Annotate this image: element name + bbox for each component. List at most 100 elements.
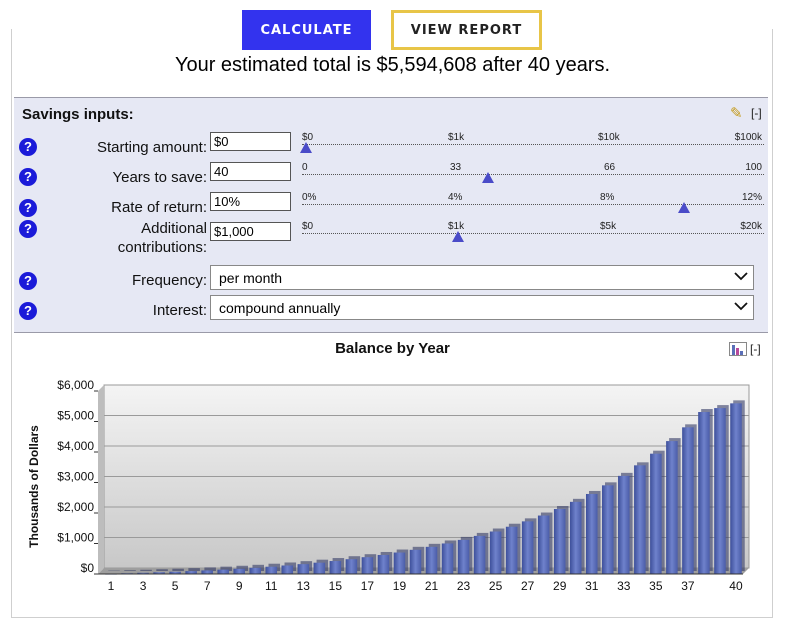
inputs-collapse-toggle[interactable]: [-] xyxy=(751,106,762,120)
frequency-selected-value: per month xyxy=(219,270,283,286)
slider-thumb[interactable] xyxy=(300,142,312,153)
bar xyxy=(666,441,678,574)
bar xyxy=(441,543,454,574)
additional-contributions-input[interactable]: $1,000 xyxy=(210,222,291,241)
additional-contributions-label-line2: contributions: xyxy=(117,239,207,256)
bar xyxy=(233,568,245,574)
starting-amount-input[interactable]: $0 xyxy=(210,132,291,151)
pencil-icon[interactable]: ✎ xyxy=(730,105,743,122)
help-icon-frequency[interactable]: ? xyxy=(19,272,37,290)
rate-of-return-label: Rate of return: xyxy=(111,199,207,216)
bar xyxy=(634,465,646,574)
bar xyxy=(249,567,262,574)
bar xyxy=(185,571,197,574)
bar-shadow xyxy=(172,568,184,571)
x-tick-label: 27 xyxy=(521,579,535,593)
help-icon-rate-of-return[interactable]: ? xyxy=(19,199,37,217)
rate-of-return-slider[interactable]: 0% 4% 8% 12% xyxy=(302,192,764,213)
bar xyxy=(521,521,534,574)
bar xyxy=(505,526,518,574)
slider-tick: $0 xyxy=(302,221,314,232)
x-tick-label: 5 xyxy=(172,579,179,593)
bar xyxy=(537,515,550,574)
bar xyxy=(265,566,278,574)
help-icon-starting-amount[interactable]: ? xyxy=(19,138,37,156)
bar xyxy=(297,564,310,574)
bar xyxy=(553,509,566,574)
x-tick-label: 21 xyxy=(425,579,439,593)
bar-shadow xyxy=(140,569,152,571)
bar xyxy=(169,571,181,574)
bar xyxy=(585,493,598,574)
bar xyxy=(361,557,374,574)
slider-thumb[interactable] xyxy=(678,202,690,213)
interest-selected-value: compound annually xyxy=(219,300,341,316)
bar-shadow xyxy=(204,567,216,571)
additional-contributions-slider[interactable]: $0 $1k $5k $20k xyxy=(302,221,764,242)
help-icon-additional-contributions[interactable]: ? xyxy=(19,220,37,238)
x-tick-label: 13 xyxy=(297,579,311,593)
x-tick-label: 23 xyxy=(457,579,471,593)
bar xyxy=(217,569,229,574)
bar-shadow xyxy=(124,570,136,571)
slider-tick: $100k xyxy=(734,132,762,143)
bar-shadow xyxy=(236,565,248,571)
bar xyxy=(618,475,630,574)
bar xyxy=(489,531,502,574)
x-tick-label: 15 xyxy=(329,579,343,593)
y-tick-label: $6,000 xyxy=(57,378,94,392)
bar xyxy=(457,539,470,574)
slider-tick: $5k xyxy=(600,221,617,232)
bar xyxy=(281,565,294,574)
slider-track xyxy=(302,233,764,234)
bar xyxy=(698,412,710,574)
bar-shadow xyxy=(220,566,232,571)
slider-tick: 0% xyxy=(302,192,317,203)
slider-tick: $1k xyxy=(448,132,465,143)
bar xyxy=(682,427,694,574)
slider-tick: 8% xyxy=(600,192,615,203)
bar xyxy=(393,552,406,574)
bar xyxy=(473,535,486,574)
y-tick-label: $0 xyxy=(81,561,95,575)
years-to-save-label: Years to save: xyxy=(112,169,207,186)
x-tick-label: 40 xyxy=(729,579,743,593)
bar-chart-icon[interactable] xyxy=(729,342,747,361)
frequency-select[interactable]: per month xyxy=(210,265,754,290)
rate-of-return-input[interactable]: 10% xyxy=(210,192,291,211)
bar xyxy=(329,561,342,574)
x-tick-label: 31 xyxy=(585,579,599,593)
y-axis-label: Thousands of Dollars xyxy=(27,425,41,548)
x-tick-label: 3 xyxy=(140,579,147,593)
years-to-save-slider[interactable]: 0 33 66 100 xyxy=(302,162,764,183)
chevron-down-icon xyxy=(733,268,749,289)
bar xyxy=(345,559,358,574)
bar xyxy=(153,572,165,574)
chart-collapse-toggle[interactable]: [-] xyxy=(750,342,761,356)
interest-select[interactable]: compound annually xyxy=(210,295,754,320)
slider-tick: 0 xyxy=(302,162,308,173)
chart-title: Balance by Year xyxy=(335,340,450,357)
chevron-down-icon xyxy=(733,298,749,319)
slider-tick: 4% xyxy=(448,192,463,203)
starting-amount-label: Starting amount: xyxy=(96,139,207,156)
x-tick-label: 29 xyxy=(553,579,567,593)
slider-thumb[interactable] xyxy=(452,231,464,242)
years-to-save-input[interactable]: 40 xyxy=(210,162,291,181)
help-icon-interest[interactable]: ? xyxy=(19,302,37,320)
bar xyxy=(425,546,438,574)
bar xyxy=(714,408,726,574)
help-icon-years-to-save[interactable]: ? xyxy=(19,168,37,186)
bar-shadow xyxy=(156,569,168,571)
savings-inputs-title: Savings inputs: xyxy=(22,106,134,123)
bar xyxy=(201,570,213,574)
slider-tick: 12% xyxy=(741,192,762,203)
y-tick-label: $3,000 xyxy=(57,470,94,484)
slider-track xyxy=(302,144,764,145)
slider-track xyxy=(302,174,764,175)
slider-thumb[interactable] xyxy=(482,172,494,183)
calculate-button[interactable]: CALCULATE xyxy=(242,10,371,50)
view-report-button[interactable]: VIEW REPORT xyxy=(391,10,542,50)
additional-contributions-label-line1: Additional xyxy=(141,220,207,237)
starting-amount-slider[interactable]: $0 $1k $10k $100k xyxy=(300,132,764,153)
